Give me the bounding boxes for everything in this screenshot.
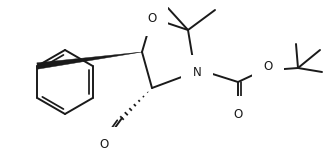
Text: O: O: [233, 107, 243, 120]
Text: O: O: [263, 61, 273, 73]
Polygon shape: [37, 52, 142, 69]
Text: O: O: [99, 139, 109, 151]
Text: O: O: [148, 12, 157, 24]
Text: N: N: [193, 66, 201, 80]
